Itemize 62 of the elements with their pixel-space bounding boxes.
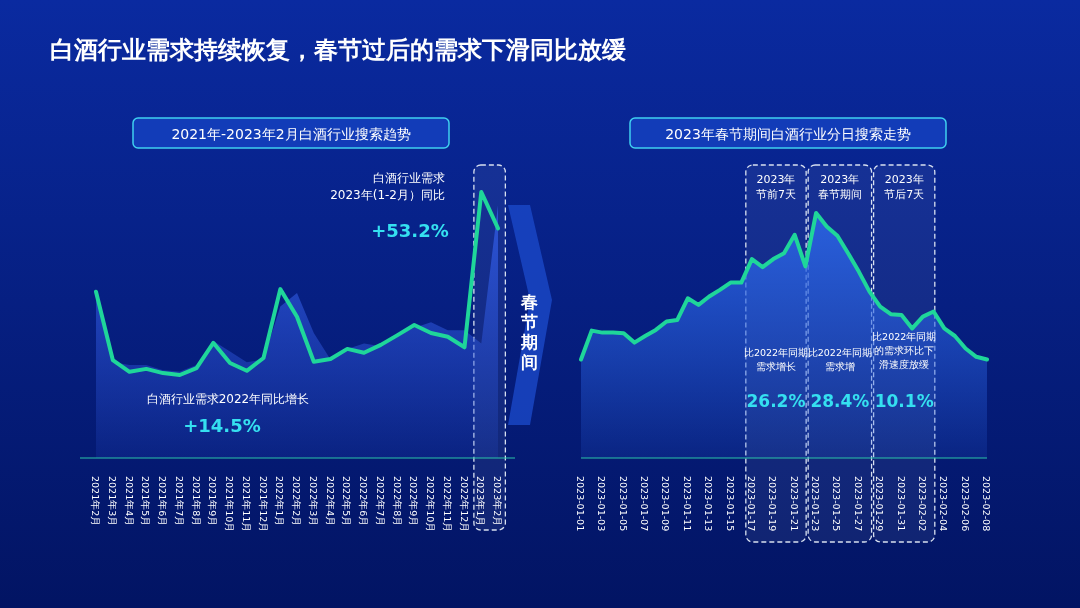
x-tick-label: 2023-01-23	[810, 476, 822, 532]
band-label: 2023年春节期间	[817, 173, 862, 201]
x-tick-label: 2023-01-15	[725, 476, 737, 532]
chart-subtitle: 2021年-2023年2月白酒行业搜索趋势	[171, 126, 411, 142]
annotation: +53.2%	[371, 220, 449, 241]
x-tick-label: 2023-01-29	[874, 476, 886, 532]
x-tick-label: 2023-01-27	[853, 476, 865, 532]
x-tick-label: 2021年3月	[107, 476, 119, 527]
annotation: 28.4%	[810, 391, 870, 411]
x-tick-label: 2021年6月	[157, 476, 169, 527]
x-tick-label: 2022年5月	[341, 476, 353, 527]
x-tick-label: 2022年1月	[274, 476, 286, 527]
x-tick-label: 2023-01-19	[767, 476, 779, 532]
x-tick-label: 2022年2月	[291, 476, 303, 527]
x-tick-label: 2023-01-11	[682, 476, 694, 532]
chart-title: 白酒行业需求持续恢复，春节过后的需求下滑同比放缓	[50, 36, 626, 64]
x-tick-label: 2022年8月	[392, 476, 403, 527]
x-tick-label: 2023年1月	[475, 476, 487, 527]
x-tick-label: 2023-01-03	[596, 476, 608, 532]
band-label: 2023年节前7天	[755, 173, 796, 201]
x-tick-label: 2021年7月	[174, 476, 186, 527]
x-tick-label: 2023-01-21	[789, 476, 801, 532]
annotation: 26.2%	[746, 391, 806, 411]
annotation: 比2022年同期需求增长	[743, 347, 809, 372]
annotation: +14.5%	[183, 415, 261, 436]
x-tick-label: 2023-01-01	[575, 476, 587, 532]
x-tick-label: 2022年9月	[408, 476, 420, 527]
x-tick-label: 2021年5月	[140, 476, 152, 527]
x-tick-label: 2021年4月	[124, 476, 135, 527]
x-tick-label: 2022年6月	[358, 476, 370, 527]
x-tick-label: 2022年4月	[325, 476, 336, 527]
x-tick-label: 2023-01-13	[703, 476, 715, 532]
x-tick-label: 2022年3月	[308, 476, 320, 527]
x-tick-label: 2022年10月	[425, 476, 437, 533]
x-tick-label: 2023-01-17	[746, 476, 758, 532]
x-tick-label: 2023-02-04	[938, 476, 950, 532]
x-tick-label: 2021年2月	[90, 476, 102, 527]
annotation: 比2022年同期的需求环比下滑速度放缓	[872, 331, 937, 370]
x-tick-label: 2023-02-06	[960, 476, 972, 532]
annotation: 白酒行业需求2022年同比增长	[146, 392, 310, 406]
x-tick-label: 2023-01-25	[831, 476, 843, 532]
x-tick-label: 2023-02-08	[981, 476, 993, 532]
x-tick-label: 2022年11月	[442, 476, 454, 533]
x-tick-label: 2023-01-09	[660, 476, 672, 532]
x-tick-label: 2023-01-31	[896, 476, 908, 532]
x-tick-label: 2021年12月	[258, 476, 269, 533]
chart-title: 2023年春节期间白酒行业分日搜索走势	[665, 126, 911, 142]
x-tick-label: 2022年7月	[375, 476, 387, 527]
x-tick-label: 2021年9月	[207, 476, 219, 527]
x-tick-label: 2021年10月	[224, 476, 236, 533]
text: 春节期间	[519, 292, 538, 372]
x-tick-label: 2023-02-02	[917, 476, 929, 532]
annotation: 10.1%	[874, 391, 934, 411]
x-tick-label: 2022年12月	[459, 476, 470, 533]
annotation: 比2022年同期需求增	[807, 347, 872, 372]
band-label: 2023年节后7天	[884, 173, 925, 201]
x-tick-label: 2023-01-07	[639, 476, 651, 532]
x-tick-label: 2023-01-05	[618, 476, 630, 532]
x-tick-label: 2023年2月	[492, 476, 504, 527]
x-tick-label: 2021年11月	[241, 476, 253, 533]
x-tick-label: 2021年8月	[191, 476, 202, 527]
annotation: 白酒行业需求 2023年(1-2月）同比	[330, 171, 445, 202]
